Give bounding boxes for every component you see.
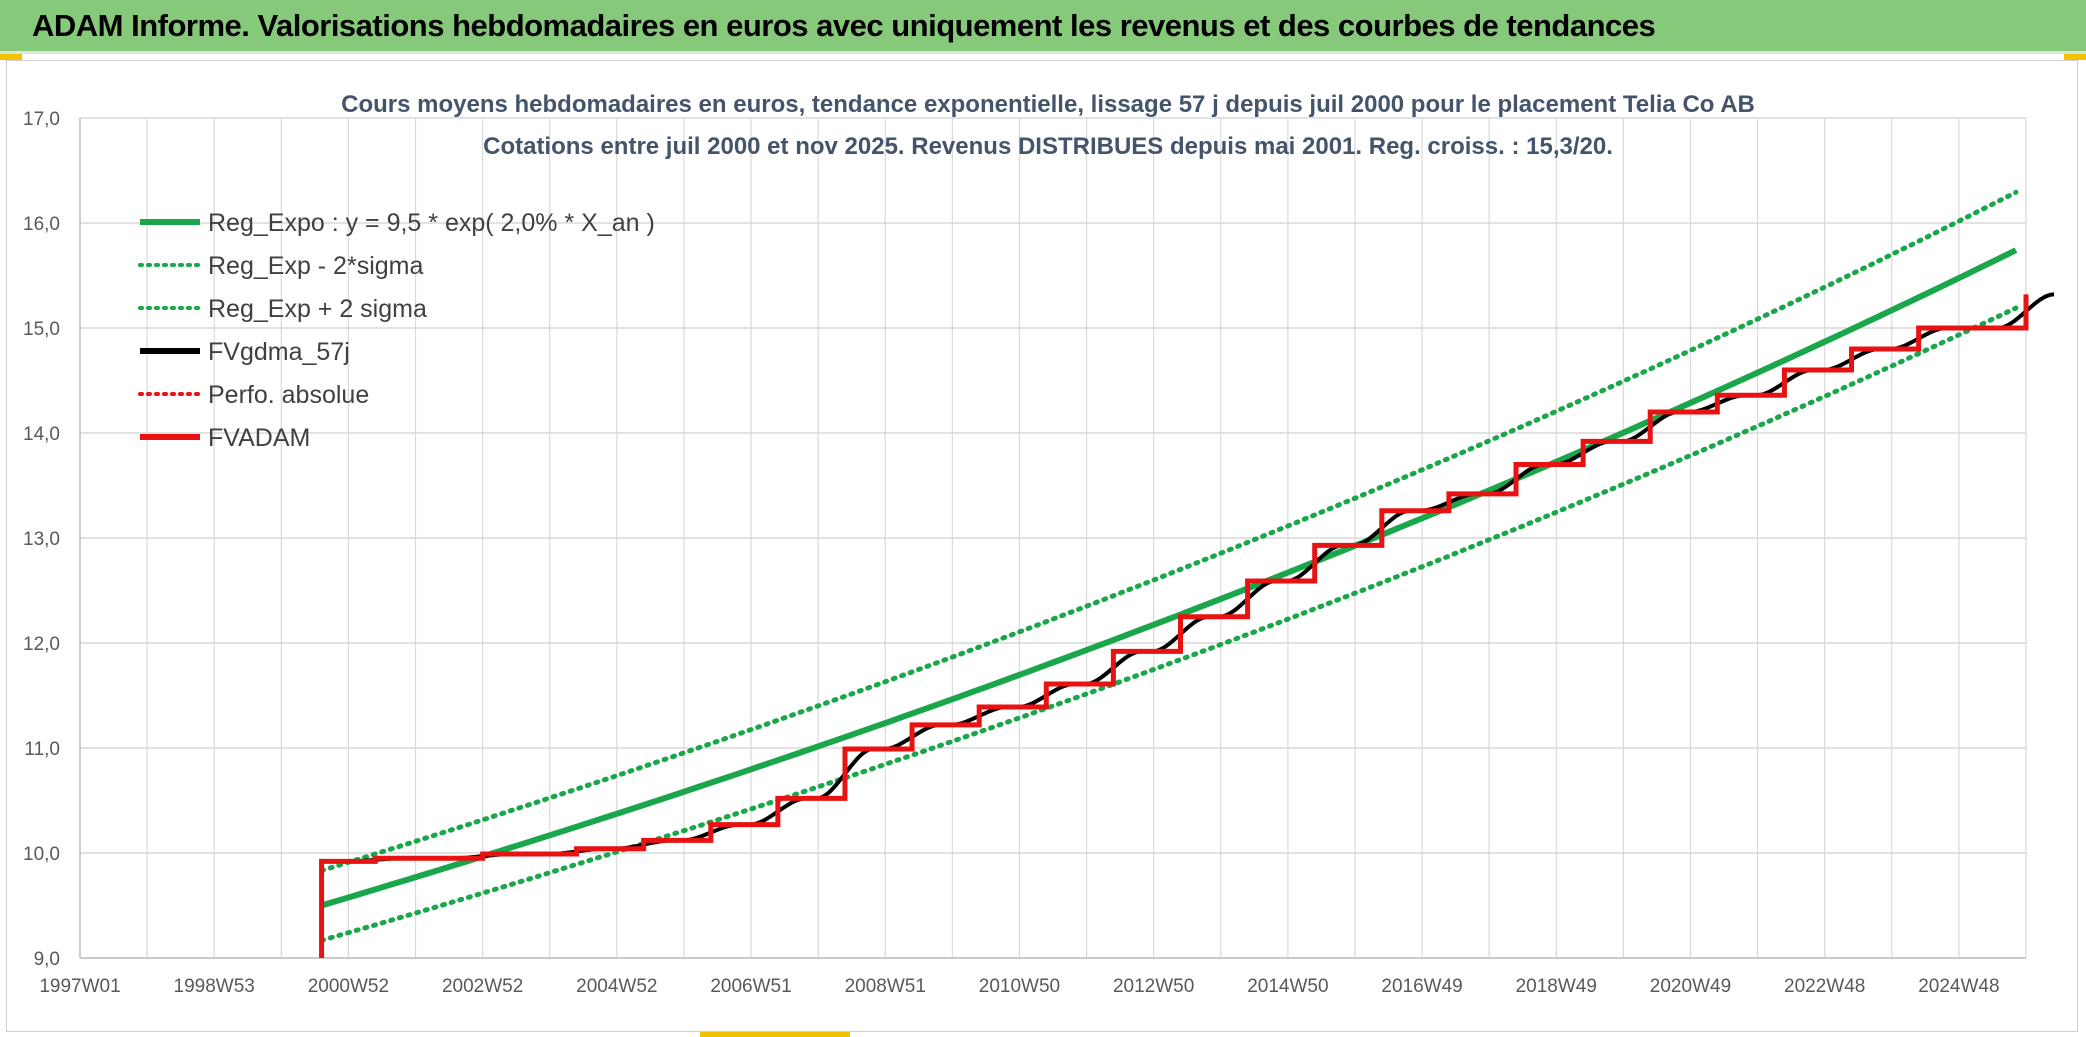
y-tick-label: 17,0 <box>23 109 60 130</box>
corner-tab-left <box>0 54 22 60</box>
y-tick-label: 9,0 <box>34 949 60 970</box>
chart-subtitle: Cotations entre juil 2000 et nov 2025. R… <box>483 133 1613 160</box>
x-tick-label: 2018W49 <box>1516 976 1597 997</box>
corner-tab-right <box>2064 54 2086 60</box>
x-tick-label: 2000W52 <box>308 976 389 997</box>
series-reg-expo <box>320 247 2018 909</box>
y-tick-label: 11,0 <box>24 739 60 760</box>
y-tick-label: 12,0 <box>23 634 60 655</box>
x-tick-label: 1997W01 <box>39 976 120 997</box>
legend-label: Reg_Expo : y = 9,5 * exp( 2,0% * X_an ) <box>208 209 655 237</box>
x-tick-label: 2004W52 <box>576 976 657 997</box>
y-tick-label: 15,0 <box>23 319 60 340</box>
x-tick-label: 2012W50 <box>1113 976 1194 997</box>
axis-layer: 9,0 10,0 11,0 12,0 13,0 14,0 15,0 16,0 17,0 1997W… <box>23 109 2026 997</box>
legend-label: FVgdma_57j <box>208 338 350 366</box>
series-layer <box>319 189 2055 958</box>
series-fvgdma-57j <box>321 292 2055 864</box>
x-tick-label: 2024W48 <box>1918 976 1999 997</box>
x-tick-label: 2022W48 <box>1784 976 1865 997</box>
legend-label: Reg_Exp - 2*sigma <box>208 252 423 280</box>
series-reg-minus-2sigma <box>319 305 2019 943</box>
report-title: ADAM Informe. Valorisations hebdomadaire… <box>32 8 1656 43</box>
x-tick-label: 2008W51 <box>845 976 926 997</box>
y-tick-label: 14,0 <box>23 424 60 445</box>
x-tick-label: 2020W49 <box>1650 976 1731 997</box>
x-tick-label: 2014W50 <box>1247 976 1328 997</box>
legend-label: Reg_Exp + 2 sigma <box>208 295 427 323</box>
legend-label: FVADAM <box>208 424 310 452</box>
y-tick-label: 13,0 <box>23 529 60 550</box>
x-tick-label: 1998W53 <box>174 976 255 997</box>
corner-tab-bottom <box>700 1031 850 1037</box>
x-tick-label: 2002W52 <box>442 976 523 997</box>
y-tick-label: 10,0 <box>23 844 60 865</box>
series-reg-plus-2sigma <box>319 189 2019 874</box>
legend: Reg_Expo : y = 9,5 * exp( 2,0% * X_an ) R… <box>138 209 655 452</box>
x-tick-label: 2016W49 <box>1381 976 1462 997</box>
grid-layer <box>79 117 2027 959</box>
chart-title: Cours moyens hebdomadaires en euros, ten… <box>341 91 1755 118</box>
title-layer: Cours moyens hebdomadaires en euros, ten… <box>341 91 1755 160</box>
y-tick-label: 16,0 <box>23 214 60 235</box>
series-fvadam <box>319 294 2029 958</box>
x-tick-label: 2010W50 <box>979 976 1060 997</box>
x-tick-label: 2006W51 <box>710 976 791 997</box>
legend-label: Perfo. absolue <box>208 381 369 409</box>
chart-area <box>6 60 2078 1032</box>
report-banner: ADAM Informe. Valorisations hebdomadaire… <box>0 0 2086 54</box>
